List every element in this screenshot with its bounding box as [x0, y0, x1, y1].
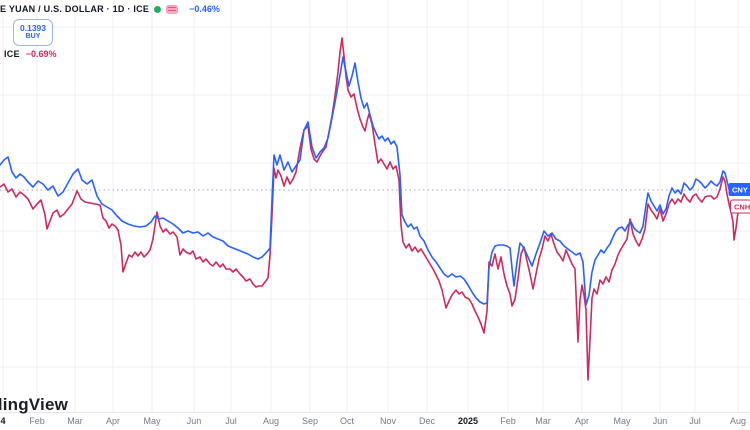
tradingview-logo[interactable]: TradingView [0, 395, 69, 414]
axis-label-feb: Feb [500, 416, 516, 426]
market-status-dot-icon[interactable] [154, 5, 162, 13]
compare-change-percent: −0.69% [25, 49, 57, 59]
symbol-legend: E YUAN / U.S. DOLLAR · 1D · ICE −0.46% [0, 3, 220, 15]
axis-label-feb: Feb [29, 416, 45, 426]
price-tag-main[interactable]: CNY [728, 183, 750, 196]
axis-label-sep: Sep [301, 416, 319, 426]
symbol-title[interactable]: E YUAN / U.S. DOLLAR · 1D · ICE [0, 4, 150, 14]
axis-label-aug: Aug [262, 416, 280, 426]
time-axis[interactable]: 4 Feb Mar Apr May Jun Jul Aug Sep Oct Nov Dec 2025 Fe… [0, 412, 750, 430]
axis-label-nov: Nov [379, 416, 397, 426]
series-line-cny[interactable] [0, 56, 750, 306]
price-chart-canvas[interactable]: CNY CNH [0, 0, 750, 412]
vertical-gridlines [2, 0, 739, 412]
axis-label-mar: Mar [535, 416, 551, 426]
axis-label-may: May [613, 416, 631, 426]
axis-label-may: May [143, 416, 161, 426]
axis-label-jun: Jun [186, 416, 202, 426]
axis-label-dec: Dec [418, 416, 436, 426]
buy-price: 0.1393 [20, 22, 46, 33]
axis-label-jul: Jul [225, 416, 237, 426]
axis-label-jul: Jul [689, 416, 701, 426]
main-change-percent: −0.46% [189, 4, 220, 14]
axis-label-jun: Jun [652, 416, 668, 426]
series-line-cnh[interactable] [0, 37, 750, 381]
axis-label-apr: Apr [574, 416, 590, 426]
price-tag-compare[interactable]: CNH [730, 199, 750, 214]
buy-label: BUY [25, 33, 41, 41]
axis-label-mar: Mar [67, 416, 83, 426]
buy-button[interactable]: 0.1393 BUY [13, 19, 53, 46]
main-symbol-row[interactable]: E YUAN / U.S. DOLLAR · 1D · ICE −0.46% [0, 3, 220, 15]
axis-label-4: 4 [0, 416, 6, 426]
axis-label-oct: Oct [339, 416, 355, 426]
svg-text:CNY: CNY [732, 186, 748, 195]
svg-text:CNH: CNH [734, 203, 750, 212]
compare-exchange: · ICE [0, 49, 20, 59]
axis-label-apr: Apr [105, 416, 121, 426]
flag-badge-icon[interactable] [166, 4, 179, 14]
axis-label-aug: Aug [729, 416, 747, 426]
axis-label-2025: 2025 [457, 416, 479, 426]
compare-symbol-row[interactable]: · ICE −0.69% [0, 49, 57, 59]
horizontal-gridlines [0, 26, 750, 368]
